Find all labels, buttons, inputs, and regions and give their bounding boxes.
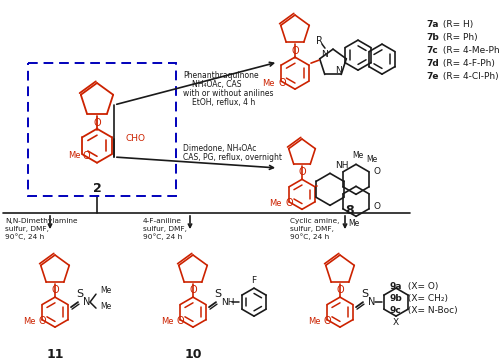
Text: O: O — [373, 202, 380, 211]
Text: O: O — [286, 198, 293, 208]
Text: (R= 4-Me-Ph): (R= 4-Me-Ph) — [440, 46, 500, 55]
Text: (R= H): (R= H) — [440, 20, 473, 29]
Text: Me: Me — [262, 79, 275, 88]
Text: (R= 4-F-Ph): (R= 4-F-Ph) — [440, 59, 495, 68]
Text: O: O — [93, 118, 101, 128]
Text: N,N-Dimethylamine: N,N-Dimethylamine — [5, 218, 78, 224]
Text: (X= CH₂): (X= CH₂) — [405, 294, 448, 303]
Text: O: O — [51, 285, 59, 295]
Text: 7b: 7b — [426, 33, 439, 42]
Text: O: O — [324, 316, 331, 326]
Text: O: O — [298, 167, 306, 177]
Text: sulfur, DMF,: sulfur, DMF, — [5, 226, 49, 232]
Text: Me: Me — [24, 316, 36, 326]
Text: CAS, PG, reflux, overnight: CAS, PG, reflux, overnight — [183, 153, 282, 161]
Text: X: X — [393, 318, 399, 327]
Text: with or without anilines: with or without anilines — [183, 88, 274, 97]
Text: O: O — [336, 285, 344, 295]
Text: Me: Me — [68, 151, 81, 160]
Text: (X= N-Boc): (X= N-Boc) — [405, 306, 458, 315]
Text: (X= O): (X= O) — [405, 282, 438, 291]
Text: Me: Me — [308, 316, 321, 326]
Text: 8: 8 — [346, 203, 354, 217]
Text: Cyclic amine,: Cyclic amine, — [290, 218, 340, 224]
Text: (R= Ph): (R= Ph) — [440, 33, 478, 42]
Text: O: O — [38, 316, 46, 326]
Text: Phenanthraquinone: Phenanthraquinone — [183, 71, 258, 79]
Text: 4-F-aniline: 4-F-aniline — [143, 218, 182, 224]
Text: S: S — [214, 289, 222, 299]
Text: O: O — [278, 78, 286, 88]
Text: NH: NH — [221, 297, 234, 307]
Text: Me: Me — [162, 316, 174, 326]
Text: S: S — [76, 289, 84, 299]
Text: Dimedone, NH₄OAc: Dimedone, NH₄OAc — [183, 144, 256, 153]
Text: O: O — [176, 316, 184, 326]
Text: sulfur, DMF,: sulfur, DMF, — [143, 226, 187, 232]
Text: S: S — [362, 289, 368, 299]
Text: 10: 10 — [184, 348, 202, 358]
Text: NH₄OAc, CAS: NH₄OAc, CAS — [192, 79, 242, 88]
Text: 9b: 9b — [390, 294, 403, 303]
Text: 7a: 7a — [426, 20, 438, 29]
Text: (R= 4-Cl-Ph): (R= 4-Cl-Ph) — [440, 72, 498, 81]
Text: 90°C, 24 h: 90°C, 24 h — [5, 233, 44, 240]
Text: Me: Me — [100, 286, 111, 295]
Text: Me: Me — [352, 151, 364, 160]
Text: O: O — [373, 167, 380, 176]
Text: O: O — [189, 285, 197, 295]
Text: Me: Me — [366, 155, 378, 164]
Text: 7c: 7c — [426, 46, 438, 55]
Text: Me: Me — [100, 302, 111, 311]
Text: O: O — [291, 46, 299, 56]
Text: F: F — [252, 276, 256, 285]
Text: N: N — [322, 50, 328, 59]
Text: R: R — [316, 36, 322, 46]
Text: 90°C, 24 h: 90°C, 24 h — [290, 233, 329, 240]
Text: 90°C, 24 h: 90°C, 24 h — [143, 233, 182, 240]
Text: N: N — [83, 297, 90, 307]
Text: 11: 11 — [46, 348, 64, 358]
Text: 7e: 7e — [426, 72, 438, 81]
Text: N: N — [368, 297, 376, 307]
Text: 2: 2 — [92, 182, 102, 194]
Text: CHO: CHO — [125, 134, 145, 143]
Text: Me: Me — [270, 199, 282, 208]
Text: 9a: 9a — [390, 282, 402, 291]
Text: O: O — [82, 151, 90, 161]
Text: Me: Me — [348, 219, 360, 228]
Text: NH: NH — [335, 161, 348, 170]
Text: 9c: 9c — [390, 306, 402, 315]
Text: sulfur, DMF,: sulfur, DMF, — [290, 226, 334, 232]
Text: N: N — [334, 66, 342, 74]
Text: 7d: 7d — [426, 59, 439, 68]
Text: EtOH, reflux, 4 h: EtOH, reflux, 4 h — [192, 97, 256, 106]
